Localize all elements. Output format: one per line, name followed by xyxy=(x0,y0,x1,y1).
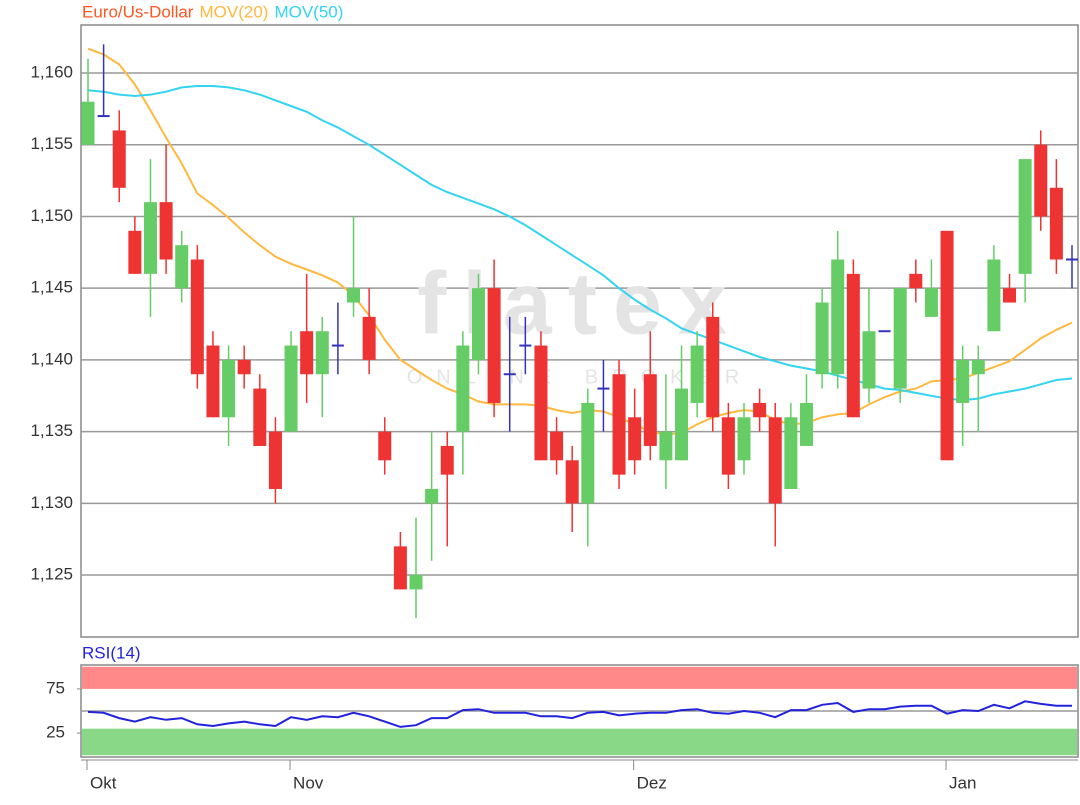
candle-body xyxy=(284,345,298,432)
y-tick-label: 1,125 xyxy=(30,565,73,584)
candle-body xyxy=(971,359,985,375)
moving-average-line xyxy=(87,85,1073,402)
candle-body xyxy=(737,417,751,461)
candle-body xyxy=(112,130,126,188)
candle-body xyxy=(143,202,157,274)
candle-body xyxy=(190,259,204,375)
candle-body xyxy=(534,345,548,461)
candle-body xyxy=(924,288,938,317)
candle-body xyxy=(721,417,735,475)
rsi-band xyxy=(82,666,1077,689)
candle-body xyxy=(159,202,173,260)
candle-body xyxy=(300,331,314,375)
x-tick-label: Jan xyxy=(949,773,976,792)
y-tick-label: 25 xyxy=(46,723,65,742)
candle-body xyxy=(175,245,189,289)
candle-body xyxy=(471,288,485,360)
candle-body xyxy=(909,273,923,289)
y-tick-label: 1,145 xyxy=(30,278,73,297)
candle-body xyxy=(409,575,423,590)
legend-entry: MOV(20) xyxy=(199,2,268,21)
candle-body xyxy=(253,388,267,446)
y-tick-label: 1,160 xyxy=(30,63,73,82)
candle-body xyxy=(675,388,689,461)
candle-body xyxy=(846,273,860,418)
candle-body xyxy=(487,288,501,403)
candle-body xyxy=(940,230,954,461)
y-tick-label: 75 xyxy=(46,678,65,697)
y-tick-label: 1,130 xyxy=(30,493,73,512)
candle-body xyxy=(612,374,626,475)
candle-body xyxy=(581,402,595,504)
candle-body xyxy=(1049,187,1063,260)
candle-body xyxy=(893,288,907,389)
candle-body xyxy=(206,345,220,418)
candle-body xyxy=(956,359,970,403)
rsi-line xyxy=(87,700,1072,728)
x-tick-label: Dez xyxy=(637,773,667,792)
candle-body xyxy=(690,345,704,403)
y-tick-label: 1,155 xyxy=(30,134,73,153)
moving-average-line xyxy=(87,47,1073,436)
watermark: flatex xyxy=(417,253,743,352)
candle-body xyxy=(643,374,657,446)
candle-body xyxy=(1018,159,1032,274)
y-tick-label: 1,150 xyxy=(30,206,73,225)
candle-body xyxy=(128,230,142,274)
candle-body xyxy=(1003,288,1017,303)
candle-body xyxy=(753,402,767,418)
candle-body xyxy=(425,488,439,504)
rsi-band xyxy=(82,728,1077,756)
legend-entry: Euro/Us-Dollar xyxy=(82,2,194,21)
candle-body xyxy=(565,460,579,504)
candle-body xyxy=(456,345,470,432)
candle-body xyxy=(799,402,813,446)
candle-body xyxy=(628,417,642,461)
candle-body xyxy=(378,431,392,461)
candle-body xyxy=(362,316,376,360)
y-tick-label: 1,140 xyxy=(30,349,73,368)
candle-body xyxy=(393,546,407,590)
y-tick-label: 1,135 xyxy=(30,421,73,440)
candle-body xyxy=(987,259,1001,332)
main-plot-area xyxy=(80,24,1079,638)
candle-body xyxy=(440,445,454,475)
candle-body xyxy=(1034,144,1048,217)
candle-body xyxy=(784,417,798,489)
candle-body xyxy=(862,331,876,389)
candle-body xyxy=(81,101,95,145)
candle-body xyxy=(659,431,673,461)
candle-body xyxy=(550,431,564,461)
candle-body xyxy=(347,288,361,303)
candle-body xyxy=(706,316,720,418)
candle-body xyxy=(815,302,829,375)
x-tick-label: Okt xyxy=(90,773,117,792)
candle-body xyxy=(222,359,236,418)
x-tick-label: Nov xyxy=(293,773,324,792)
candle-body xyxy=(831,259,845,375)
candle-body xyxy=(315,331,329,375)
candle-body xyxy=(768,417,782,504)
legend-entry: MOV(50) xyxy=(274,2,343,21)
candle-body xyxy=(237,359,251,375)
candle-body xyxy=(268,431,282,489)
rsi-label: RSI(14) xyxy=(82,643,141,662)
